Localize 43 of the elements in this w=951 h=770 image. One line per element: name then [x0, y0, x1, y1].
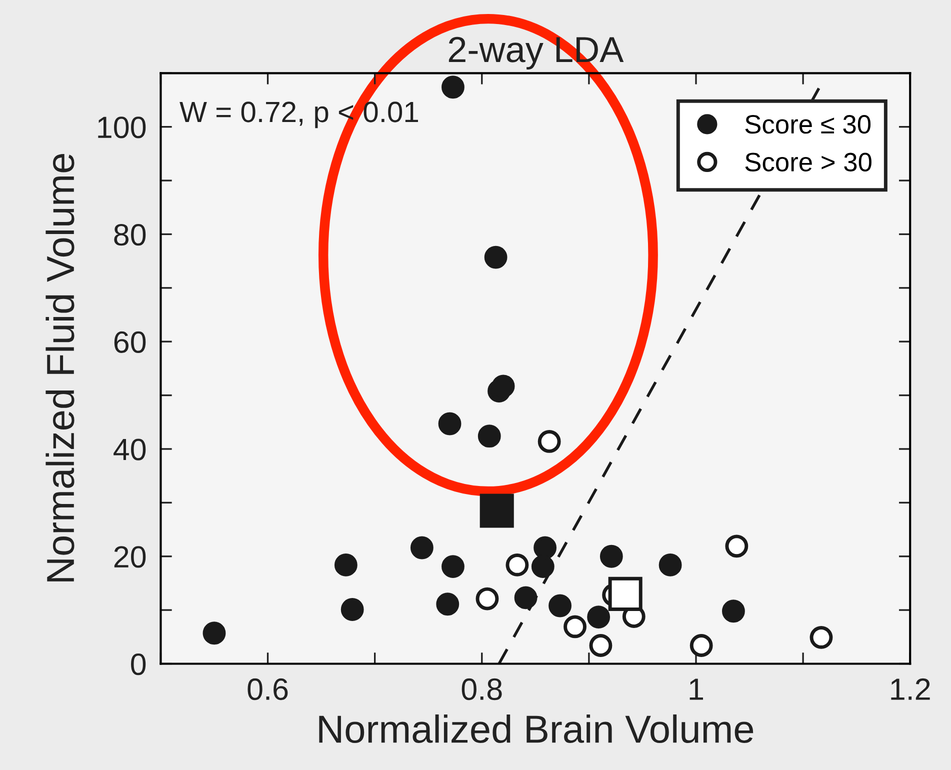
- point: [492, 374, 515, 398]
- y-tick-label: 80: [114, 224, 146, 246]
- point: [480, 494, 514, 528]
- point: [442, 555, 464, 578]
- point: [608, 576, 642, 611]
- point: [514, 586, 538, 610]
- point: [534, 536, 557, 560]
- x-tick-label: 1: [690, 678, 703, 700]
- point: [478, 424, 501, 448]
- point: [436, 592, 460, 616]
- point: [564, 615, 586, 638]
- x-axis-title: Normalized Brain Volume: [319, 714, 754, 744]
- point: [531, 555, 554, 578]
- y-axis-title: Normalized Fluid Volume: [46, 154, 74, 582]
- point: [442, 76, 464, 99]
- point: [587, 606, 610, 628]
- x-tick-label: 1.2: [891, 678, 930, 700]
- x-tick-label: 0.6: [248, 678, 288, 700]
- point: [410, 536, 434, 560]
- point: [690, 634, 713, 657]
- y-tick-label: 40: [114, 438, 146, 460]
- point: [438, 412, 462, 436]
- point: [340, 598, 364, 621]
- legend-label: Score > 30: [745, 152, 872, 172]
- point: [476, 587, 499, 610]
- point: [202, 622, 226, 645]
- point: [506, 553, 529, 576]
- point: [334, 553, 358, 576]
- point: [538, 430, 561, 453]
- point: [600, 544, 623, 568]
- x-tick-label: 0.8: [462, 678, 502, 700]
- y-tick-label: 20: [114, 546, 146, 568]
- point: [589, 634, 612, 657]
- point: [484, 246, 508, 269]
- point: [722, 600, 745, 623]
- point: [725, 534, 748, 558]
- y-tick-label: 60: [114, 331, 146, 353]
- point: [810, 626, 833, 649]
- y-tick-label: 0: [131, 653, 146, 676]
- point: [658, 553, 682, 576]
- y-tick-label: 100: [98, 116, 146, 138]
- legend-label: Score ≤ 30: [745, 115, 871, 134]
- point: [548, 594, 572, 618]
